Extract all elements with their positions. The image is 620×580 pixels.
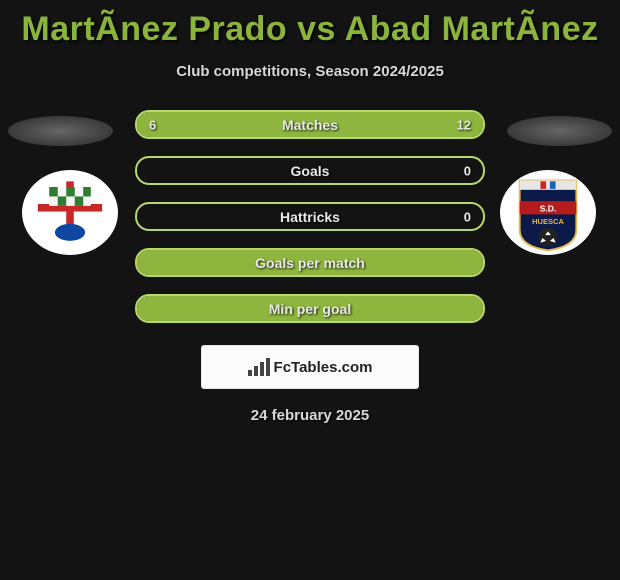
stat-bars: 6 12 Matches 0 Goals 0 Hattricks Goals per matc… <box>135 110 485 323</box>
stat-value-right: 0 <box>464 209 471 224</box>
stat-bar: 0 Goals <box>135 156 485 185</box>
stat-label: Hattricks <box>280 209 340 225</box>
stat-bar: 0 Hattricks <box>135 202 485 231</box>
shadow-ellipse-right <box>507 116 612 146</box>
crest-left-svg <box>22 170 118 255</box>
stat-value-right: 0 <box>464 163 471 178</box>
stat-bar: Goals per match <box>135 248 485 277</box>
svg-text:HUESCA: HUESCA <box>532 217 564 226</box>
stat-value-left: 6 <box>149 117 156 132</box>
brand-chart-icon <box>248 358 270 376</box>
brand-text: FcTables.com <box>274 359 373 376</box>
stat-value-right: 12 <box>457 117 471 132</box>
club-crest-left <box>22 170 118 255</box>
club-crest-right: S.D. HUESCA <box>500 170 596 255</box>
stat-label: Goals per match <box>255 255 365 271</box>
stat-label: Goals <box>291 163 330 179</box>
stat-label: Min per goal <box>269 301 351 317</box>
stat-label: Matches <box>282 117 338 133</box>
comparison-stage: S.D. HUESCA 6 12 Matches 0 Goals 0 Hattricks Go… <box>0 110 620 424</box>
stat-bar: Min per goal <box>135 294 485 323</box>
svg-text:S.D.: S.D. <box>540 204 557 214</box>
crest-right-svg: S.D. HUESCA <box>500 170 596 255</box>
brand-box: FcTables.com <box>201 345 419 389</box>
page-title: MartÃ­nez Prado vs Abad MartÃ­nez <box>0 0 620 49</box>
page-subtitle: Club competitions, Season 2024/2025 <box>0 63 620 80</box>
snapshot-date: 24 february 2025 <box>0 407 620 424</box>
stat-bar: 6 12 Matches <box>135 110 485 139</box>
shadow-ellipse-left <box>8 116 113 146</box>
